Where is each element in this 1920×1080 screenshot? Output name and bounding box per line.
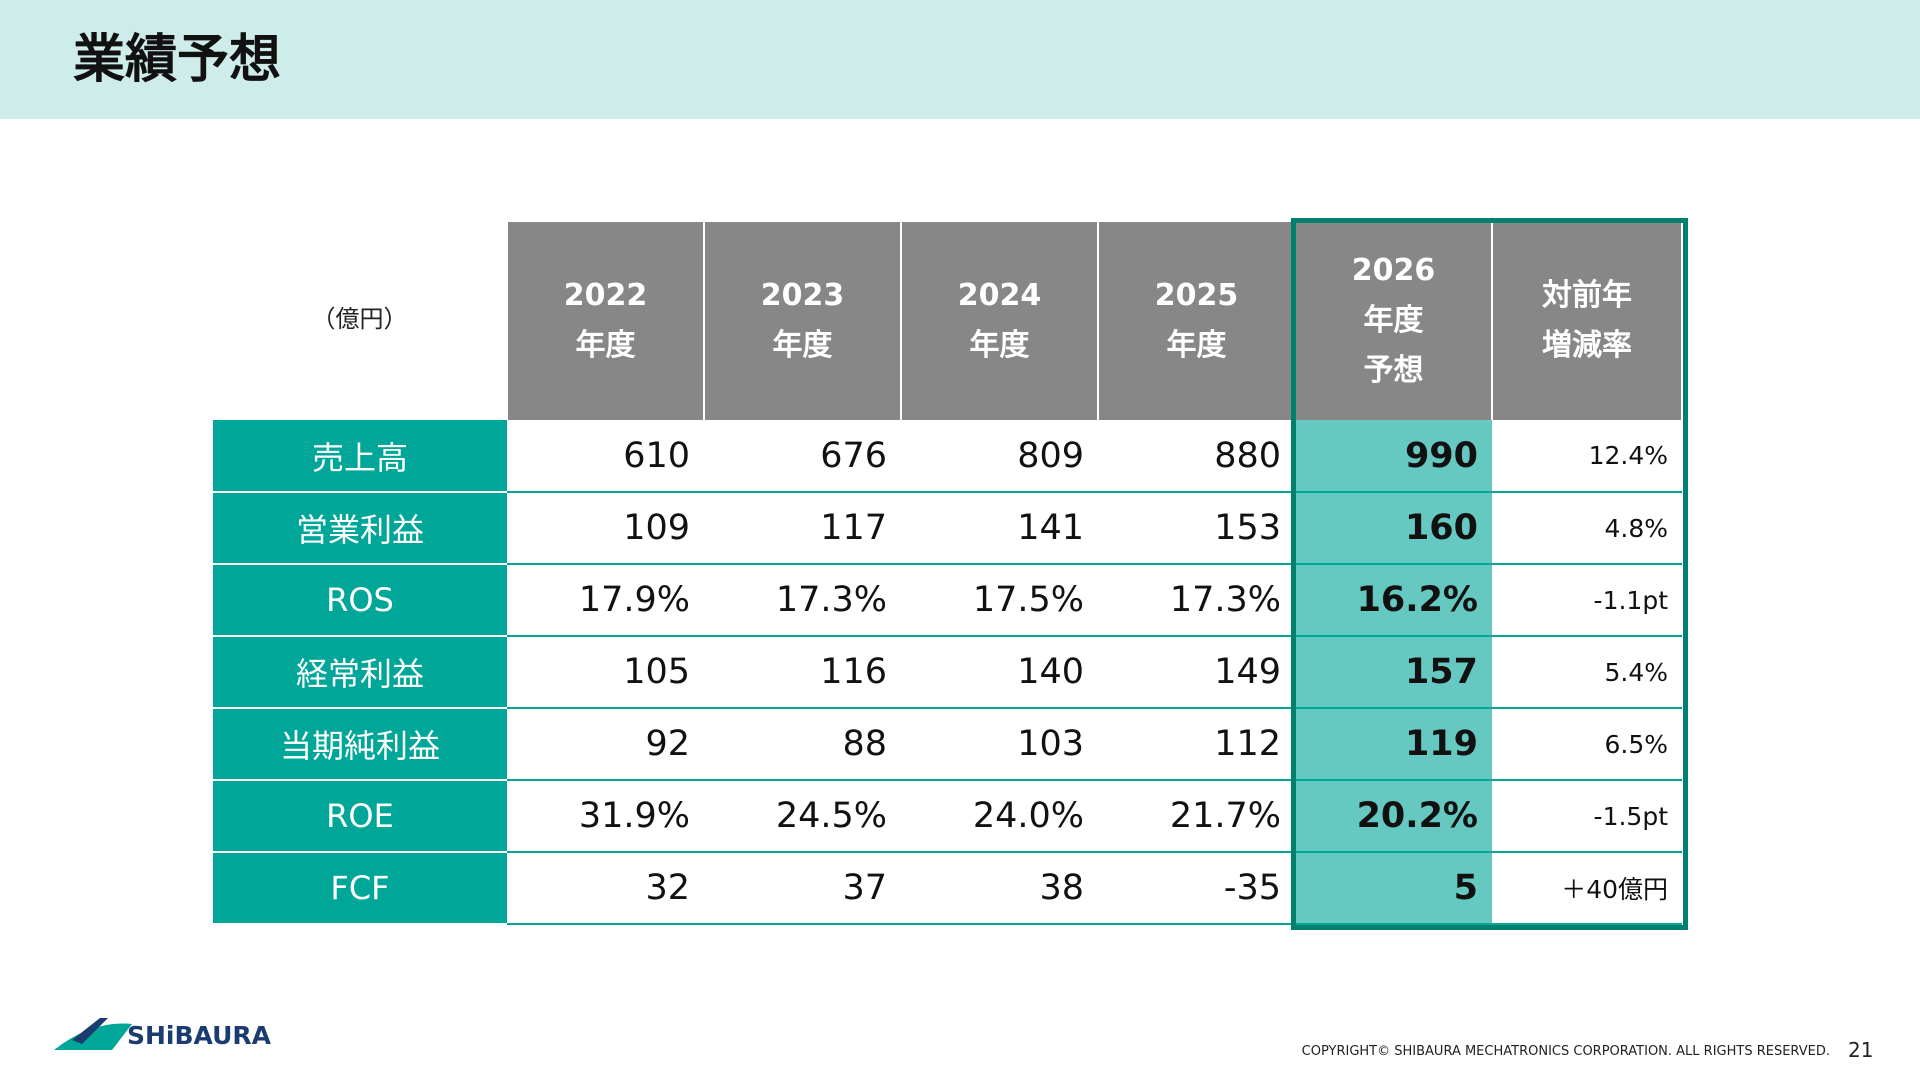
header-line: 年度 — [1363, 303, 1424, 338]
cell: 119 — [1295, 708, 1492, 781]
cell: 37 — [704, 852, 901, 925]
row-label: 営業利益 — [213, 492, 507, 565]
cell: 160 — [1295, 492, 1492, 565]
forecast-highlight — [1291, 218, 1688, 930]
header-line: 2025 — [1154, 278, 1239, 313]
copyright: COPYRIGHT© SHIBAURA MECHATRONICS CORPORA… — [1301, 1044, 1830, 1059]
cell: 24.5% — [704, 780, 901, 853]
header-line: 2022 — [563, 278, 648, 313]
cell: 880 — [1098, 420, 1295, 493]
cell: 5 — [1295, 852, 1492, 925]
slide-title: 業績予想 — [73, 30, 282, 90]
row-label: FCF — [213, 852, 507, 925]
header-line: 2024 — [957, 278, 1042, 313]
cell: 17.5% — [901, 564, 1098, 637]
cell: 92 — [507, 708, 704, 781]
cell: 990 — [1295, 420, 1492, 493]
table-row: FCF 32 37 38 -35 5 ＋40億円 — [213, 852, 1682, 925]
row-label: 売上高 — [213, 420, 507, 493]
page-number: 21 — [1848, 1038, 1874, 1062]
cell: 157 — [1295, 636, 1492, 709]
cell: 17.3% — [704, 564, 901, 637]
row-label: ROS — [213, 564, 507, 637]
cell: 38 — [901, 852, 1098, 925]
column-header: 2023 年度 — [704, 222, 902, 420]
results-table: （億円） 2022 年度 2023 年度 2024 年度 2025 年度 2026 年度予想 対前年… — [213, 222, 1683, 925]
table-row: 経常利益 105 116 140 149 157 5.4% — [213, 636, 1682, 709]
cell: 31.9% — [507, 780, 704, 853]
header-row: （億円） 2022 年度 2023 年度 2024 年度 2025 年度 2026 年度予想 対前年… — [213, 222, 1683, 420]
logo-text: SHiBAURA — [127, 1021, 272, 1050]
column-header: 2024 年度 — [901, 222, 1099, 420]
cell: -35 — [1098, 852, 1295, 925]
cell: 17.9% — [507, 564, 704, 637]
column-header: 2025 年度 — [1098, 222, 1296, 420]
cell: 676 — [704, 420, 901, 493]
cell: 17.3% — [1098, 564, 1295, 637]
header-line: 予想 — [1363, 353, 1424, 388]
logo: SHiBAURA — [54, 1018, 272, 1050]
cell: 21.7% — [1098, 780, 1295, 853]
header-line: 2026 — [1351, 253, 1436, 288]
header-line: 対前年 — [1542, 278, 1632, 313]
header-line: 増減率 — [1542, 328, 1632, 363]
table-row: 当期純利益 92 88 103 112 119 6.5% — [213, 708, 1682, 781]
logo-swoosh — [54, 1023, 132, 1050]
cell: -1.5pt — [1492, 780, 1682, 853]
cell: 5.4% — [1492, 636, 1682, 709]
header-line: 2023 — [760, 278, 845, 313]
cell: 12.4% — [1492, 420, 1682, 493]
cell: 6.5% — [1492, 708, 1682, 781]
cell: 105 — [507, 636, 704, 709]
row-label: ROE — [213, 780, 507, 853]
table-row: 営業利益 109 117 141 153 160 4.8% — [213, 492, 1682, 565]
cell: -1.1pt — [1492, 564, 1682, 637]
cell: 149 — [1098, 636, 1295, 709]
cell: 809 — [901, 420, 1098, 493]
header-line: 年度 — [1166, 328, 1227, 363]
table-body: 売上高 610 676 809 880 990 12.4% 営業利益 109 117 141 153 1… — [213, 420, 1682, 925]
column-header: 2022 年度 — [507, 222, 705, 420]
cell: 117 — [704, 492, 901, 565]
row-label: 経常利益 — [213, 636, 507, 709]
cell: 20.2% — [1295, 780, 1492, 853]
cell: 32 — [507, 852, 704, 925]
header-line: 年度 — [772, 328, 833, 363]
cell: 109 — [507, 492, 704, 565]
cell: 116 — [704, 636, 901, 709]
row-label: 当期純利益 — [213, 708, 507, 781]
cell: ＋40億円 — [1492, 852, 1682, 925]
table-row: ROS 17.9% 17.3% 17.5% 17.3% 16.2% -1.1pt — [213, 564, 1682, 637]
cell: 24.0% — [901, 780, 1098, 853]
cell: 4.8% — [1492, 492, 1682, 565]
cell: 112 — [1098, 708, 1295, 781]
table-row: 売上高 610 676 809 880 990 12.4% — [213, 420, 1682, 493]
header-line: 年度 — [969, 328, 1030, 363]
table-row: ROE 31.9% 24.5% 24.0% 21.7% 20.2% -1.5pt — [213, 780, 1682, 853]
cell: 141 — [901, 492, 1098, 565]
unit: （億円） — [311, 305, 408, 333]
header-line: 年度 — [575, 328, 636, 363]
unit-cell: （億円） — [213, 222, 508, 420]
cell: 103 — [901, 708, 1098, 781]
cell: 153 — [1098, 492, 1295, 565]
column-header: 2026 年度予想 — [1295, 222, 1493, 420]
header-band — [0, 0, 1920, 119]
cell: 610 — [507, 420, 704, 493]
cell: 88 — [704, 708, 901, 781]
cell: 16.2% — [1295, 564, 1492, 637]
column-header: 対前年 増減率 — [1492, 222, 1683, 420]
cell: 140 — [901, 636, 1098, 709]
logo-mark — [72, 1018, 108, 1044]
